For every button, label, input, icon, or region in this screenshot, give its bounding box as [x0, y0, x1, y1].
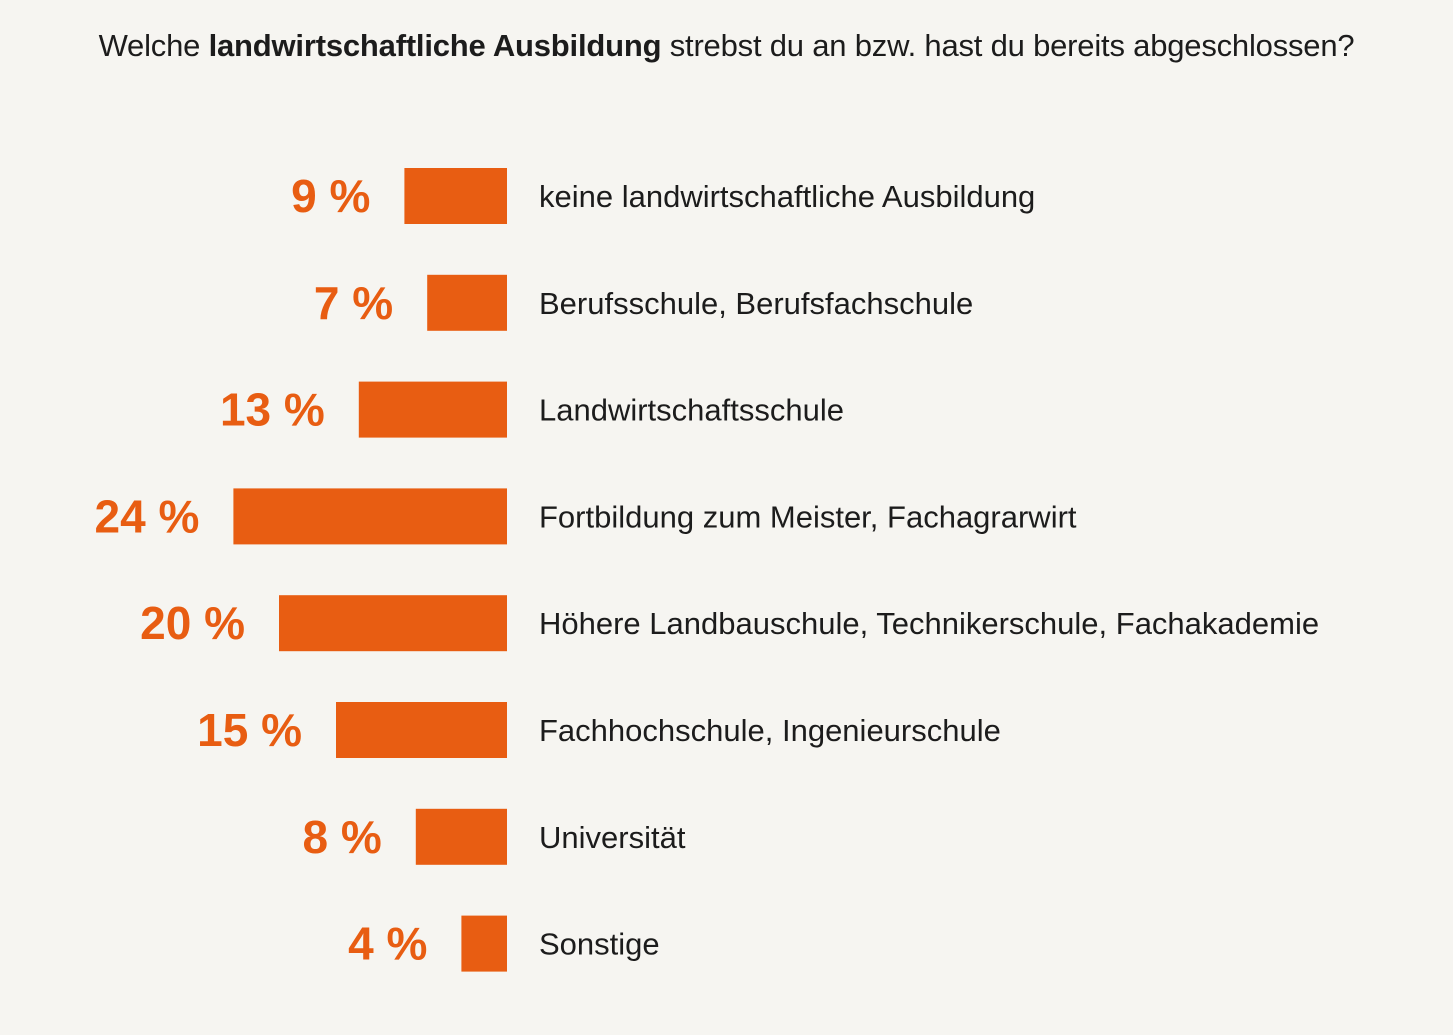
category-label: Landwirtschaftsschule [539, 393, 844, 428]
chart-title-suffix: strebst du an bzw. hast du bereits abges… [661, 28, 1355, 63]
value-label: 13 % [220, 384, 325, 436]
bar [427, 274, 507, 331]
bar [279, 595, 507, 652]
bar [358, 381, 507, 438]
bar [461, 915, 507, 972]
chart-title: Welche landwirtschaftliche Ausbildung st… [0, 28, 1453, 64]
bar [233, 488, 507, 545]
category-label: Fachhochschule, Ingenieurschule [539, 713, 1001, 748]
value-label: 15 % [197, 704, 302, 756]
category-label: Berufsschule, Berufsfachschule [539, 286, 973, 321]
chart-title-prefix: Welche [98, 28, 209, 63]
category-label: keine landwirtschaftliche Ausbildung [539, 179, 1035, 214]
bar [415, 808, 507, 865]
value-label: 8 % [303, 811, 382, 863]
value-label: 24 % [95, 490, 200, 542]
chart-title-bold: landwirtschaftliche Ausbildung [208, 28, 662, 63]
category-label: Höhere Landbauschule, Technikerschule, F… [539, 606, 1319, 641]
value-label: 4 % [348, 918, 427, 970]
category-label: Universität [539, 820, 686, 855]
value-label: 20 % [140, 597, 245, 649]
bar [336, 702, 507, 758]
bar [404, 168, 507, 224]
value-label: 9 % [291, 170, 370, 222]
value-label: 7 % [314, 277, 393, 329]
category-label: Sonstige [539, 927, 660, 962]
category-label: Fortbildung zum Meister, Fachagrarwirt [539, 499, 1077, 534]
